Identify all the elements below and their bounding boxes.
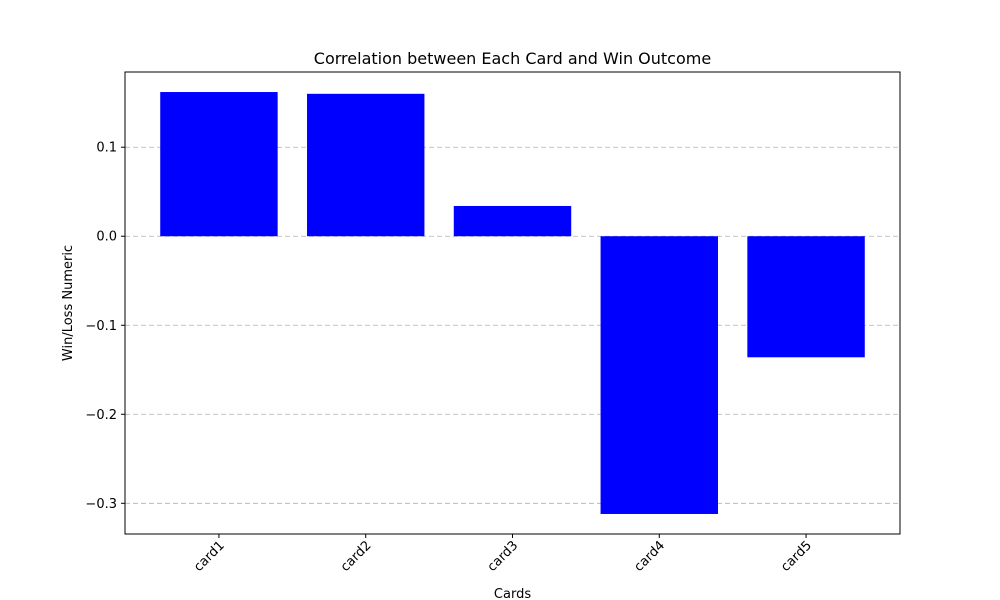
bar-card4: [600, 236, 718, 514]
x-tick-label-card2: card2: [338, 538, 375, 575]
bar-card3: [453, 205, 572, 237]
x-tick-label-card5: card5: [778, 538, 815, 575]
bar-card2: [307, 93, 425, 237]
y-tick-label: 0.0: [96, 230, 117, 245]
x-tick-label-card1: card1: [191, 538, 228, 575]
chart-title: Correlation between Each Card and Win Ou…: [314, 49, 711, 68]
bar-card5: [747, 236, 865, 358]
y-tick-label: −0.3: [85, 497, 117, 512]
bar-card1: [160, 92, 278, 237]
x-axis-label: Cards: [494, 587, 531, 600]
y-tick-label: 0.1: [96, 141, 117, 156]
x-tick-label-card4: card4: [632, 538, 669, 575]
y-tick-label: −0.2: [85, 408, 117, 423]
y-axis-ticks: 0.1 0.0 −0.1 −0.2 −0.3: [85, 141, 125, 512]
y-tick-label: −0.1: [85, 319, 117, 334]
x-tick-label-card3: card3: [485, 538, 522, 575]
bars: [160, 92, 865, 514]
y-axis-label: Win/Loss Numeric: [61, 245, 76, 361]
x-axis-ticks: card1 card2 card3 card4 card5: [191, 534, 815, 575]
